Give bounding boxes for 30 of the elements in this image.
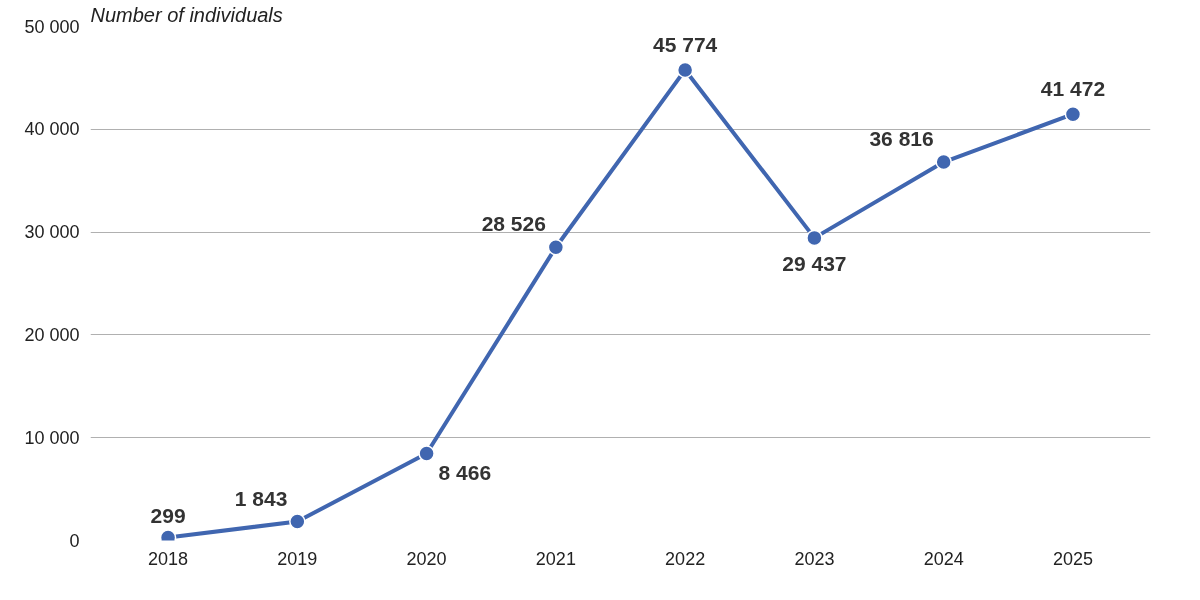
data-label: 299: [150, 504, 186, 528]
data-label: 45 774: [653, 32, 718, 56]
point: [547, 239, 565, 256]
y-tick-label: 30 000: [24, 222, 80, 243]
point: [676, 61, 694, 79]
data-label: 8 466: [438, 461, 492, 485]
data-label: 41 472: [1040, 77, 1106, 101]
point: [806, 229, 823, 247]
x-tick-label: 2018: [148, 548, 189, 569]
point: [289, 513, 306, 530]
y-axis-title: Number of individuals: [90, 3, 283, 26]
x-tick-label: 2021: [535, 548, 576, 569]
data-label: 28 526: [481, 212, 546, 236]
x-tick-label: 2019: [277, 548, 318, 569]
y-tick-label: 40 000: [24, 119, 80, 140]
x-tick-label: 2024: [923, 548, 964, 569]
y-tick-label: 0: [69, 530, 80, 551]
point: [1064, 105, 1082, 123]
data-label: 36 816: [869, 127, 934, 151]
y-tick-label: 10 000: [24, 427, 80, 448]
y-tick-label: 50 000: [24, 16, 80, 37]
data-label: 29 437: [782, 251, 847, 275]
point: [935, 153, 952, 171]
x-tick-label: 2020: [406, 548, 447, 569]
y-tick-label: 20 000: [24, 324, 80, 345]
data-label: 1 843: [234, 486, 288, 510]
x-tick-label: 2023: [794, 548, 835, 569]
x-tick-label: 2025: [1052, 548, 1093, 569]
x-tick-label: 2022: [665, 548, 706, 569]
point: [418, 445, 435, 462]
